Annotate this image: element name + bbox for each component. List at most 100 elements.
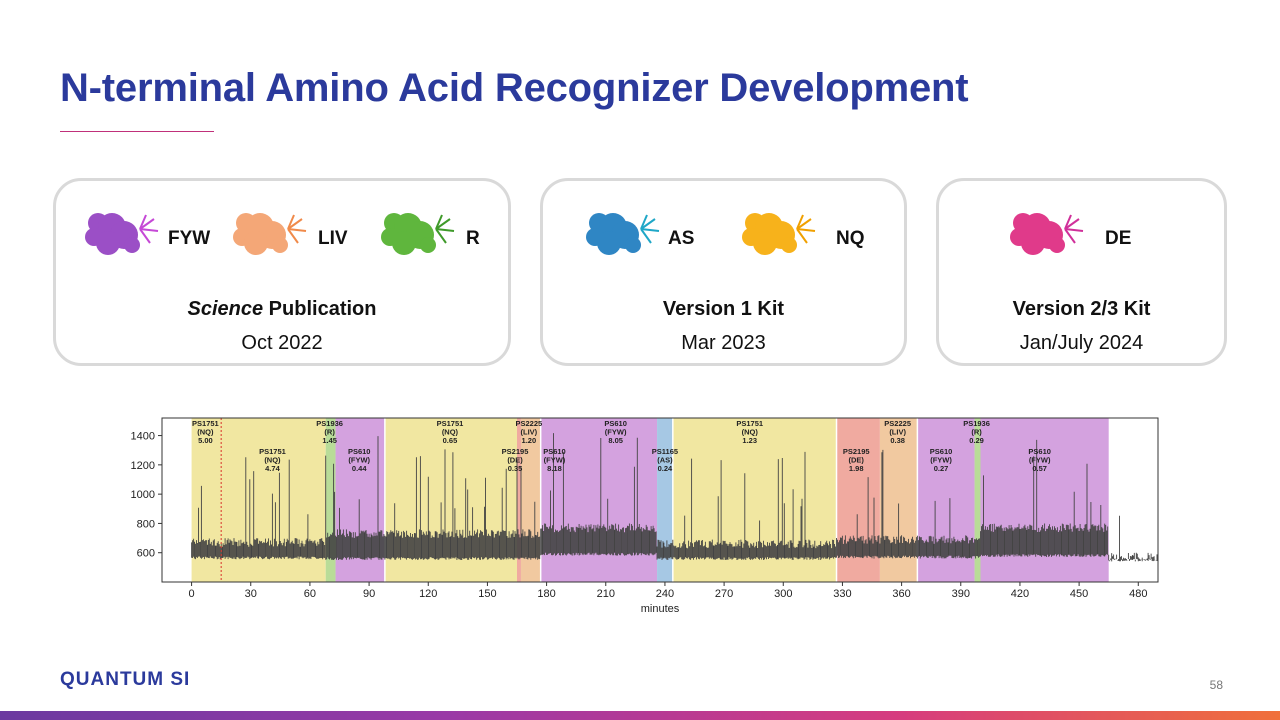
- region-label-line: PS1751: [259, 447, 286, 456]
- region-label-line: PS610: [1028, 447, 1051, 456]
- region-12: [974, 418, 981, 582]
- region-label-line: PS1751: [736, 419, 763, 428]
- region-label-11: PS610 (FYW) 0.27: [930, 447, 953, 473]
- page-number: 58: [1209, 678, 1223, 692]
- x-axis-label: minutes: [641, 603, 680, 615]
- region-label-line: 0.27: [934, 464, 949, 473]
- region-label-line: PS1936: [316, 419, 343, 428]
- region-label-9: PS2195 (DE) 1.98: [843, 447, 870, 473]
- x-tick-label: 270: [715, 588, 733, 600]
- recognizer-label-fyw: FYW: [168, 228, 211, 249]
- region-4: [517, 418, 521, 582]
- region-label-line: (FYW): [930, 456, 952, 465]
- region-label-line: 0.65: [443, 436, 458, 445]
- region-label-line: 4.74: [265, 464, 280, 473]
- x-tick-label: 450: [1070, 588, 1088, 600]
- region-label-line: PS2195: [502, 447, 529, 456]
- region-label-13: PS610 (FYW) 0.57: [1028, 447, 1051, 473]
- trace-segment-3: [656, 451, 836, 560]
- region-label-0-extra-0: PS1751 (NQ) 4.74: [259, 447, 286, 473]
- region-label-5: PS2225 (LIV) 1.20: [515, 419, 542, 445]
- x-tick-label: 390: [952, 588, 970, 600]
- region-label-line: 0.44: [352, 464, 367, 473]
- recognizer-label-nq: NQ: [836, 228, 865, 249]
- blue-recognizer-icon: [586, 213, 660, 255]
- region-label-7: PS1165 (AS) 0.24: [652, 447, 678, 473]
- region-label-1: PS1936 (R) 1.45: [316, 419, 343, 445]
- card-heading: Version 1 Kit: [662, 298, 785, 320]
- recognizer-label-liv: LIV: [318, 228, 348, 249]
- trace-segment-4: [836, 449, 980, 559]
- region-label-line: 8.18: [547, 464, 562, 473]
- region-label-line: PS610: [930, 447, 953, 456]
- region-label-line: (NQ): [742, 428, 759, 437]
- region-label-6: PS610 (FYW) 8.05: [604, 419, 627, 445]
- region-label-line: PS1936: [963, 419, 990, 428]
- trace-segment-1: [325, 436, 541, 560]
- region-label-line: PS610: [604, 419, 627, 428]
- green-recognizer-icon: [381, 213, 455, 255]
- region-label-line: 1.45: [322, 436, 337, 445]
- region-label-line: (NQ): [442, 428, 459, 437]
- title-underline: [60, 131, 214, 132]
- region-label-6-extra-0: PS610 (FYW) 8.18: [543, 447, 566, 473]
- recognizer-label-de: DE: [1105, 228, 1132, 249]
- region-label-line: 0.29: [969, 436, 984, 445]
- region-label-4: PS2195 (DE) 0.35: [502, 447, 529, 473]
- recognizer-label-as: AS: [668, 228, 695, 249]
- footer-gradient-bar: [0, 711, 1280, 720]
- company-logo: QUANTUM SI: [60, 669, 191, 690]
- y-tick-label: 600: [137, 548, 155, 560]
- x-tick-label: 240: [656, 588, 674, 600]
- region-label-8: PS1751 (NQ) 1.23: [736, 419, 763, 445]
- x-tick-label: 30: [245, 588, 257, 600]
- x-tick-label: 90: [363, 588, 375, 600]
- x-tick-label: 0: [189, 588, 195, 600]
- card-date: Mar 2023: [681, 332, 766, 354]
- region-label-line: PS1165: [652, 447, 678, 456]
- region-1: [325, 418, 336, 582]
- card-science-publication: FYW LIV R Science Publication Oct 2022: [53, 178, 511, 366]
- trace-segment-2: [540, 433, 657, 556]
- heading-italic-part: Science: [187, 298, 264, 320]
- region-label-line: PS2195: [843, 447, 870, 456]
- region-label-line: 1.23: [742, 436, 757, 445]
- x-tick-label: 180: [537, 588, 555, 600]
- region-label-line: (FYW): [544, 456, 566, 465]
- region-label-line: (AS): [657, 456, 673, 465]
- region-label-line: (R): [324, 428, 335, 437]
- trace-segment-6: [1108, 515, 1158, 562]
- plot-frame: [161, 417, 1159, 583]
- y-tick-label: 800: [137, 518, 155, 530]
- x-tick-label: 330: [833, 588, 851, 600]
- region-label-line: (NQ): [197, 428, 214, 437]
- region-label-line: (NQ): [264, 456, 281, 465]
- x-tick-label: 480: [1129, 588, 1147, 600]
- region-label-line: (DE): [849, 456, 865, 465]
- x-tick-label: 420: [1011, 588, 1029, 600]
- region-label-line: PS2225: [515, 419, 542, 428]
- x-tick-label: 120: [419, 588, 437, 600]
- region-label-line: 0.38: [890, 436, 905, 445]
- region-label-line: (LIV): [521, 428, 538, 437]
- recognizer-label-r: R: [466, 228, 480, 249]
- region-label-12: PS1936 (R) 0.29: [963, 419, 990, 445]
- purple-recognizer-icon: [85, 213, 159, 255]
- card-version-2-3-kit: DE Version 2/3 Kit Jan/July 2024: [936, 178, 1227, 366]
- region-label-3: PS1751 (NQ) 0.65: [437, 419, 464, 445]
- region-label-0: PS1751 (NQ) 5.00: [192, 419, 219, 445]
- region-label-line: (DE): [507, 456, 523, 465]
- region-label-line: 1.20: [522, 436, 537, 445]
- region-label-line: PS1751: [437, 419, 464, 428]
- page-title: N-terminal Amino Acid Recognizer Develop…: [60, 66, 969, 110]
- region-label-line: 8.05: [608, 436, 623, 445]
- recognition-trace-chart: 0 30 60 90 120 150 180 210 240 270 300 330 360 390 420…: [131, 417, 1159, 615]
- region-label-line: PS1751: [192, 419, 219, 428]
- region-label-line: (FYW): [1029, 456, 1051, 465]
- x-tick-label: 360: [892, 588, 910, 600]
- trace-segment-5: [980, 439, 1109, 557]
- orange-recognizer-icon: [233, 213, 307, 255]
- region-label-line: (LIV): [889, 428, 906, 437]
- y-tick-label: 1400: [131, 431, 155, 443]
- region-label-line: (R): [971, 428, 982, 437]
